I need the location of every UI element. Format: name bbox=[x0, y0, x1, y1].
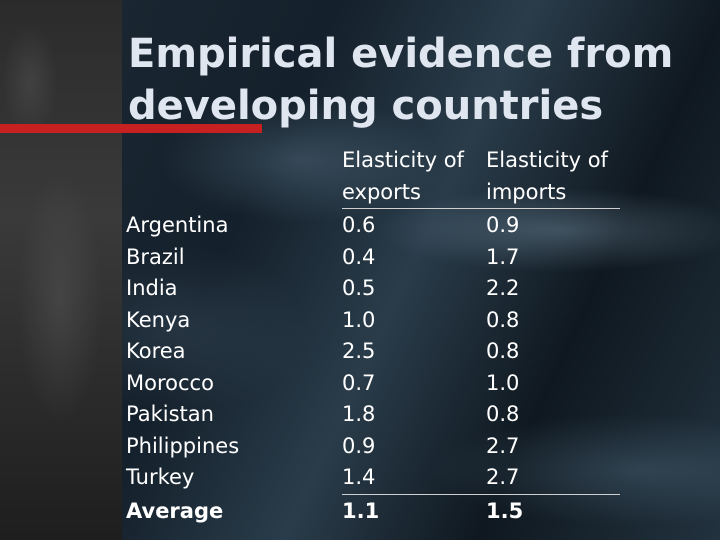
table-body: Argentina 0.6 0.9 Brazil 0.4 1.7 India 0.5 2.2 Ke… bbox=[126, 210, 620, 494]
exports-cell: 0.5 bbox=[342, 276, 376, 300]
header-imports-line-1: Elasticity of bbox=[486, 148, 608, 172]
country-cell: Turkey bbox=[126, 465, 195, 489]
country-cell: Philippines bbox=[126, 433, 240, 458]
exports-cell: 0.6 bbox=[342, 213, 376, 237]
imports-cell: 0.8 bbox=[486, 402, 520, 426]
average-label: Average bbox=[126, 498, 224, 523]
elasticity-table: Elasticity of exports Elasticity of impo… bbox=[126, 144, 620, 527]
table-row: India 0.5 2.2 bbox=[126, 273, 620, 305]
table-row: Philippines 0.9 2.7 bbox=[126, 431, 620, 463]
average-row: Average 1.1 1.5 bbox=[126, 496, 620, 528]
country-cell: Korea bbox=[126, 339, 186, 363]
table-header-row: Elasticity of exports Elasticity of impo… bbox=[126, 144, 620, 208]
average-rule bbox=[342, 493, 620, 495]
imports-cell: 2.2 bbox=[486, 276, 520, 300]
header-country-cell bbox=[126, 144, 342, 208]
header-imports-cell: Elasticity of imports bbox=[486, 144, 620, 208]
country-cell: India bbox=[126, 276, 178, 300]
imports-cell: 2.7 bbox=[486, 433, 520, 458]
country-cell: Argentina bbox=[126, 213, 229, 237]
table-row: Brazil 0.4 1.7 bbox=[126, 242, 620, 274]
table-row: Pakistan 1.8 0.8 bbox=[126, 399, 620, 431]
imports-cell: 1.7 bbox=[486, 244, 520, 269]
header-exports-cell: Elasticity of exports bbox=[342, 144, 486, 208]
table-row: Argentina 0.6 0.9 bbox=[126, 210, 620, 242]
imports-cell: 1.0 bbox=[486, 370, 520, 395]
exports-cell: 0.9 bbox=[342, 433, 376, 458]
country-cell: Morocco bbox=[126, 370, 214, 395]
left-decorative-strip bbox=[0, 0, 122, 540]
title-line-1: Empirical evidence from bbox=[128, 31, 674, 77]
exports-cell: 1.4 bbox=[342, 465, 376, 489]
exports-cell: 1.0 bbox=[342, 307, 376, 332]
imports-cell: 0.8 bbox=[486, 307, 520, 332]
table-row: Korea 2.5 0.8 bbox=[126, 336, 620, 368]
country-cell: Pakistan bbox=[126, 402, 214, 426]
country-cell: Kenya bbox=[126, 307, 191, 332]
exports-cell: 2.5 bbox=[342, 339, 376, 363]
imports-cell: 0.9 bbox=[486, 213, 520, 237]
exports-cell: 1.8 bbox=[342, 402, 376, 426]
country-cell: Brazil bbox=[126, 244, 185, 269]
header-exports-line-1: Elasticity of bbox=[342, 148, 464, 172]
exports-cell: 0.4 bbox=[342, 244, 376, 269]
exports-cell: 0.7 bbox=[342, 370, 376, 395]
title-line-2: developing countries bbox=[128, 83, 604, 129]
table-row: Kenya 1.0 0.8 bbox=[126, 305, 620, 337]
header-exports-line-2: exports bbox=[342, 180, 421, 204]
average-exports: 1.1 bbox=[342, 498, 380, 523]
accent-bar bbox=[0, 124, 262, 133]
average-imports: 1.5 bbox=[486, 498, 524, 523]
slide-title: Empirical evidence from developing count… bbox=[128, 28, 708, 132]
table-row: Morocco 0.7 1.0 bbox=[126, 368, 620, 400]
imports-cell: 0.8 bbox=[486, 339, 520, 363]
imports-cell: 2.7 bbox=[486, 465, 520, 489]
header-imports-line-2: imports bbox=[486, 180, 567, 204]
header-rule bbox=[342, 208, 620, 209]
table-row: Turkey 1.4 2.7 bbox=[126, 462, 620, 494]
